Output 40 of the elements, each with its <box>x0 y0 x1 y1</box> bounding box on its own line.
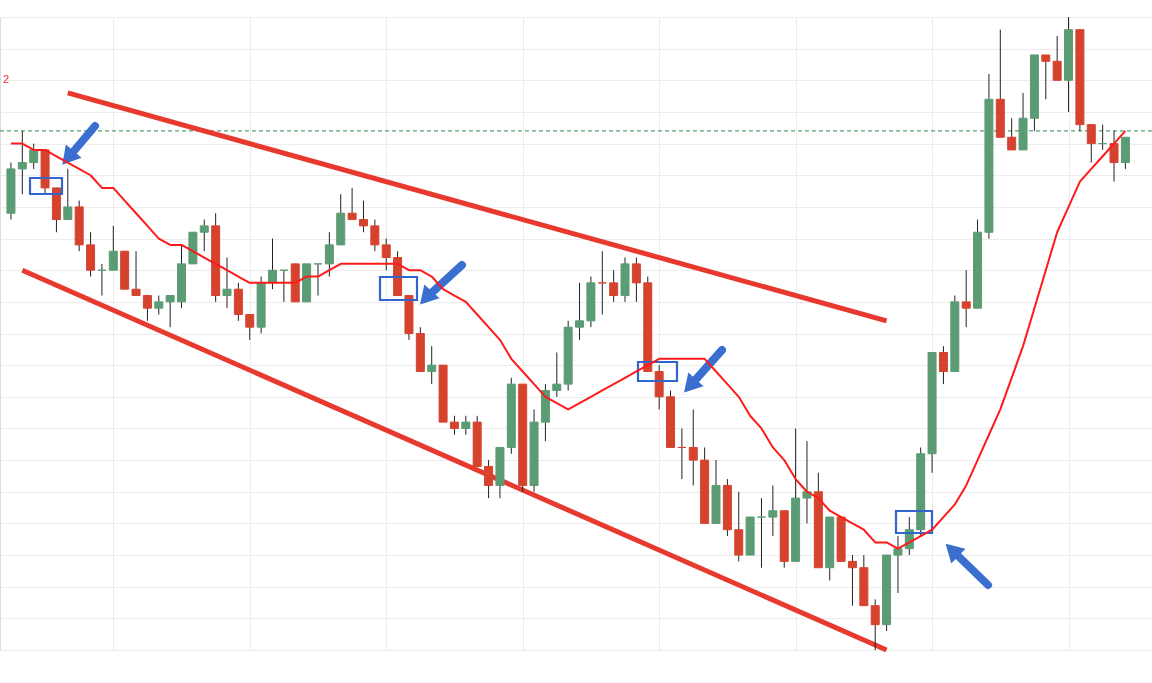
candlestick <box>245 314 255 341</box>
candlestick <box>1109 130 1119 183</box>
candlestick <box>631 257 641 303</box>
candlestick <box>358 200 368 233</box>
candlestick <box>1086 124 1096 164</box>
candlestick <box>484 459 494 499</box>
candlestick <box>893 535 903 594</box>
candlestick <box>449 415 459 436</box>
candlestick <box>165 295 175 328</box>
candlestick <box>756 497 766 569</box>
candlestick <box>961 269 971 328</box>
candlestick <box>29 143 39 170</box>
candlestick <box>688 408 698 486</box>
candlestick <box>1007 117 1017 151</box>
candlestick <box>313 263 323 297</box>
candlestick <box>427 345 437 385</box>
candlestick <box>199 219 209 252</box>
candlestick <box>154 295 164 316</box>
candlestick <box>552 351 562 398</box>
candlestick <box>347 187 357 221</box>
candlestick <box>802 440 812 524</box>
candlestick <box>461 415 471 436</box>
candlestick <box>870 598 880 651</box>
candlestick <box>63 168 73 221</box>
candlestick <box>1052 35 1062 81</box>
candlestick <box>131 250 141 297</box>
candlestick <box>324 231 334 278</box>
candlestick <box>938 345 948 385</box>
candlestick <box>381 238 391 271</box>
candlestick <box>575 282 585 341</box>
candlestick <box>768 484 778 537</box>
candlestick <box>222 257 232 309</box>
candlestick <box>142 295 152 322</box>
candlestick <box>1041 54 1051 100</box>
candlestick <box>108 225 118 271</box>
candlestick <box>847 554 857 607</box>
candlestick <box>597 250 607 316</box>
annotation: 2 <box>3 73 10 85</box>
candlestick <box>609 269 619 303</box>
candlestick <box>370 219 380 252</box>
